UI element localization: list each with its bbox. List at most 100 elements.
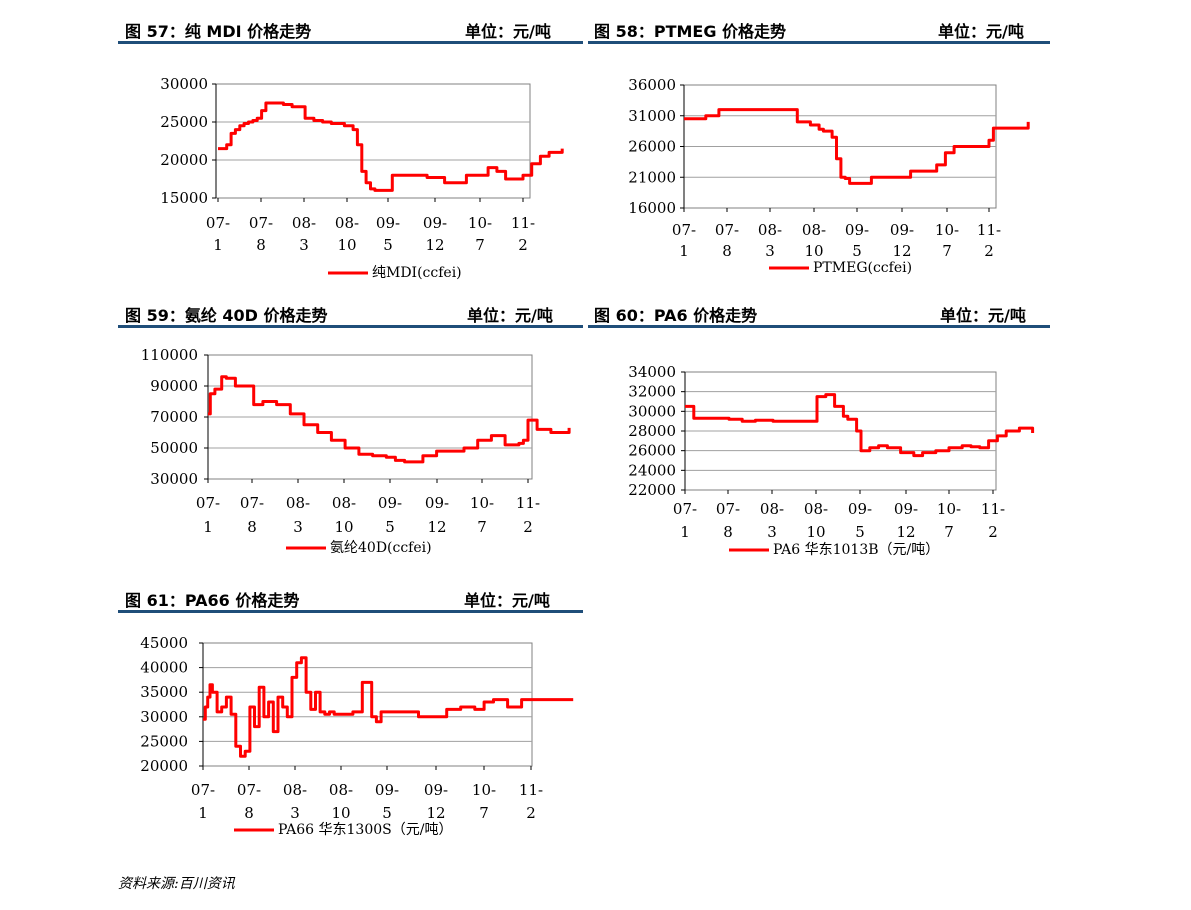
mdi-x-tick-label-top: 09- xyxy=(376,214,400,232)
mdi-x-tick-label-top: 08- xyxy=(335,214,359,232)
panel-unit-58: 单位：元/吨 xyxy=(938,22,1024,41)
ptmeg-x-tick-label-top: 11- xyxy=(977,221,1001,239)
panel-title-61: 图 61：PA66 价格走势 xyxy=(125,591,300,610)
mdi-x-tick-label-bottom: 10 xyxy=(337,236,356,254)
panel-title-59: 图 59：氨纶 40D 价格走势 xyxy=(125,306,328,325)
panel-rule-60 xyxy=(588,325,1050,328)
pa6-x-tick-label-bottom: 10 xyxy=(806,523,825,541)
pa6-x-tick-label-top: 08- xyxy=(760,500,784,518)
mdi-x-tick-label-bottom: 5 xyxy=(383,236,393,254)
pa66-x-tick-label-top: 09- xyxy=(424,781,448,799)
mdi-x-tick-label-bottom: 2 xyxy=(518,236,528,254)
pa6-x-tick-label-top: 08- xyxy=(804,500,828,518)
panel-rule-61 xyxy=(118,610,583,613)
pa6-x-tick-label-bottom: 8 xyxy=(723,523,733,541)
pa66-x-tick-label-bottom: 2 xyxy=(526,804,536,822)
spandex-x-tick-label-bottom: 5 xyxy=(385,518,395,536)
ptmeg-x-tick-label-top: 08- xyxy=(758,221,782,239)
spandex-x-tick-label-top: 09- xyxy=(378,494,402,512)
pa6-y-tick-label: 24000 xyxy=(628,461,676,479)
pa6-y-tick-label: 32000 xyxy=(628,383,676,401)
panel-title-58: 图 58：PTMEG 价格走势 xyxy=(594,22,787,41)
ptmeg-y-tick-label: 16000 xyxy=(628,199,676,217)
mdi-x-tick-label-top: 11- xyxy=(511,214,535,232)
ptmeg-x-tick-label-top: 09- xyxy=(890,221,914,239)
panel-unit-61: 单位：元/吨 xyxy=(464,591,550,610)
spandex-x-tick-label-bottom: 7 xyxy=(477,518,487,536)
pa66-x-tick-label-bottom: 8 xyxy=(244,804,254,822)
ptmeg-legend-label: PTMEG(ccfei) xyxy=(813,260,912,276)
mdi-x-tick-label-bottom: 1 xyxy=(213,236,223,254)
panel-title-60: 图 60：PA6 价格走势 xyxy=(594,306,758,325)
pa6-x-tick-label-top: 09- xyxy=(894,500,918,518)
ptmeg-x-tick-label-bottom: 7 xyxy=(942,242,952,260)
spandex-y-tick-label: 110000 xyxy=(141,346,198,364)
mdi-y-tick-label: 20000 xyxy=(160,151,208,169)
pa66-legend-label: PA66 华东1300S（元/吨） xyxy=(278,822,452,838)
spandex-legend-label: 氨纶40D(ccfei) xyxy=(330,540,432,556)
pa66-x-tick-label-top: 11- xyxy=(519,781,543,799)
mdi-series-line xyxy=(218,101,564,192)
pa66-x-tick-label-top: 07- xyxy=(237,781,261,799)
pa66-x-tick-label-bottom: 10 xyxy=(331,804,350,822)
pa6-y-tick-label: 30000 xyxy=(628,402,676,420)
ptmeg-x-tick-label-bottom: 3 xyxy=(765,242,775,260)
mdi-x-tick-label-top: 10- xyxy=(468,214,492,232)
pa66-x-tick-label-top: 10- xyxy=(472,781,496,799)
pa6-x-tick-label-top: 09- xyxy=(848,500,872,518)
pa66-x-tick-label-bottom: 3 xyxy=(290,804,300,822)
mdi-plot-frame xyxy=(215,83,531,199)
mdi-y-tick-label: 30000 xyxy=(160,75,208,93)
pa6-x-tick-label-bottom: 5 xyxy=(855,523,865,541)
pa66-x-tick-label-top: 09- xyxy=(375,781,399,799)
spandex-x-tick-label-bottom: 10 xyxy=(334,518,353,536)
ptmeg-x-tick-label-bottom: 2 xyxy=(984,242,994,260)
spandex-x-tick-label-top: 09- xyxy=(425,494,449,512)
spandex-y-tick-label: 70000 xyxy=(150,408,198,426)
pa66-y-tick-label: 25000 xyxy=(140,732,188,750)
spandex-x-tick-label-top: 07- xyxy=(240,494,264,512)
mdi-y-tick-label: 15000 xyxy=(160,189,208,207)
pa6-x-tick-label-bottom: 1 xyxy=(680,523,690,541)
pa6-x-tick-label-top: 10- xyxy=(937,500,961,518)
pa66-x-tick-label-bottom: 12 xyxy=(426,804,445,822)
mdi-y-tick-label: 25000 xyxy=(160,113,208,131)
ptmeg-x-tick-label-bottom: 8 xyxy=(722,242,732,260)
panel-rule-57 xyxy=(118,41,583,44)
ptmeg-x-tick-label-top: 07- xyxy=(715,221,739,239)
ptmeg-x-tick-label-top: 09- xyxy=(845,221,869,239)
spandex-y-tick-label: 90000 xyxy=(150,377,198,395)
pa6-x-tick-label-bottom: 12 xyxy=(896,523,915,541)
mdi-x-tick-label-top: 07- xyxy=(249,214,273,232)
spandex-x-tick-label-top: 07- xyxy=(196,494,220,512)
ptmeg-x-tick-label-top: 08- xyxy=(802,221,826,239)
pa66-y-tick-label: 30000 xyxy=(140,708,188,726)
pa6-y-tick-label: 26000 xyxy=(628,442,676,460)
spandex-x-tick-label-bottom: 8 xyxy=(247,518,257,536)
pa66-y-tick-label: 40000 xyxy=(140,659,188,677)
spandex-x-tick-label-bottom: 1 xyxy=(203,518,213,536)
ptmeg-x-tick-label-bottom: 10 xyxy=(804,242,823,260)
spandex-x-tick-label-top: 10- xyxy=(470,494,494,512)
panel-unit-60: 单位：元/吨 xyxy=(940,306,1026,325)
mdi-x-tick-label-bottom: 3 xyxy=(299,236,309,254)
ptmeg-x-tick-label-bottom: 5 xyxy=(852,242,862,260)
spandex-x-tick-label-bottom: 3 xyxy=(293,518,303,536)
pa6-y-tick-label: 34000 xyxy=(628,363,676,381)
mdi-x-tick-label-bottom: 8 xyxy=(256,236,266,254)
pa6-x-tick-label-bottom: 2 xyxy=(988,523,998,541)
mdi-legend-label: 纯MDI(ccfei) xyxy=(372,265,462,281)
panel-rule-59 xyxy=(118,325,583,328)
ptmeg-y-tick-label: 26000 xyxy=(628,138,676,156)
ptmeg-x-tick-label-bottom: 12 xyxy=(892,242,911,260)
source-note: 资料来源:百川资讯 xyxy=(118,876,235,892)
ptmeg-x-tick-label-top: 10- xyxy=(935,221,959,239)
spandex-x-tick-label-top: 08- xyxy=(332,494,356,512)
spandex-y-tick-label: 50000 xyxy=(150,439,198,457)
ptmeg-y-tick-label: 36000 xyxy=(628,76,676,94)
mdi-x-tick-label-top: 09- xyxy=(423,214,447,232)
pa66-y-tick-label: 35000 xyxy=(140,683,188,701)
pa6-x-tick-label-top: 07- xyxy=(716,500,740,518)
ptmeg-series-line xyxy=(684,108,1030,185)
